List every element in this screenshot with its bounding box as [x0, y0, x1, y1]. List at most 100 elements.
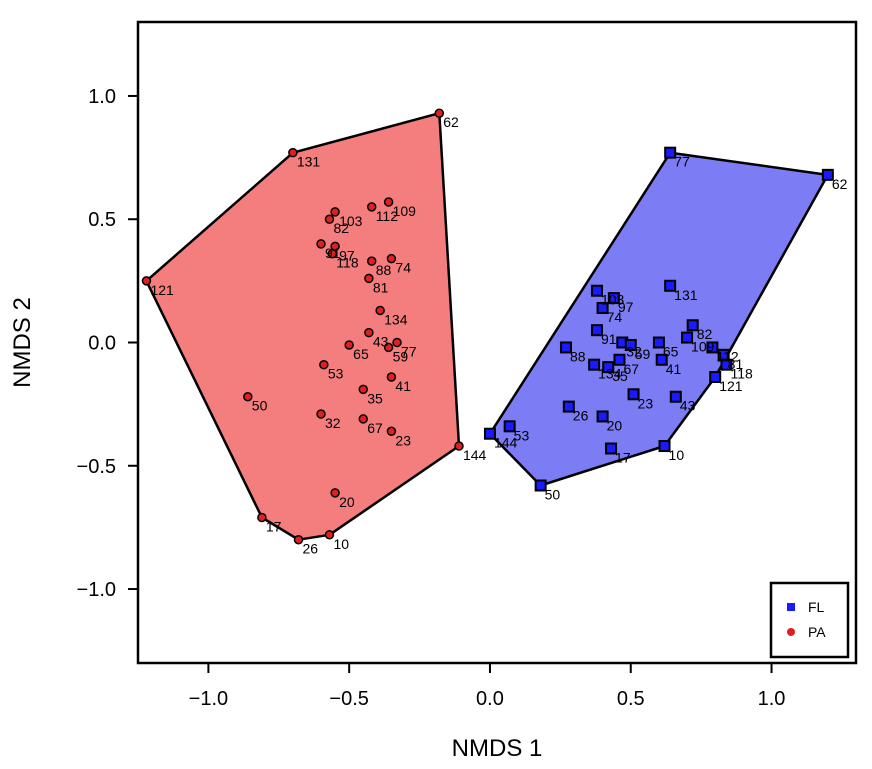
- hull-fl: [488, 151, 830, 487]
- marker-fl-65: [652, 336, 665, 349]
- marker-pa-17: [257, 512, 267, 523]
- marker-pa-131: [288, 147, 298, 158]
- point-label-pa-118: 118: [336, 255, 359, 271]
- point-label-fl-81: 81: [728, 356, 744, 372]
- legend-label-pa: PA: [808, 624, 826, 640]
- point-label-fl-112: 112: [716, 348, 739, 364]
- point-label-pa-59: 59: [393, 348, 409, 364]
- marker-pa-121: [141, 276, 152, 286]
- point-label-fl-118: 118: [730, 366, 753, 382]
- marker-pa-10: [324, 530, 335, 540]
- point-label-fl-77: 77: [674, 154, 690, 170]
- point-label-fl-82: 82: [697, 326, 713, 342]
- x-tick-label-3: 0.5: [617, 688, 645, 710]
- point-label-fl-134: 134: [598, 366, 622, 382]
- marker-fl-23: [627, 388, 640, 401]
- marker-fl-91: [590, 324, 603, 337]
- y-tick-label-4: 1.0: [88, 86, 116, 108]
- x-axis: −1.0 −0.5 0.0 0.5 1.0: [189, 663, 785, 710]
- point-label-fl-59: 59: [635, 346, 651, 362]
- point-label-fl-23: 23: [638, 395, 654, 411]
- point-label-pa-43: 43: [373, 334, 389, 350]
- point-label-pa-23: 23: [395, 432, 411, 448]
- point-label-fl-144: 144: [494, 435, 518, 451]
- legend-marker-pa: [787, 628, 795, 636]
- marker-fl-43: [669, 390, 682, 403]
- marker-pa-144: [454, 441, 464, 451]
- marker-fl-103: [590, 284, 603, 297]
- marker-fl-35: [602, 361, 615, 374]
- point-label-pa-88: 88: [376, 262, 392, 278]
- marker-fl-53: [503, 420, 516, 433]
- point-label-pa-103: 103: [339, 213, 363, 229]
- point-label-pa-20: 20: [339, 494, 355, 510]
- marker-fl-17: [605, 442, 618, 455]
- marker-fl-134: [588, 358, 601, 371]
- point-label-pa-10: 10: [333, 536, 349, 552]
- point-label-pa-112: 112: [376, 208, 399, 224]
- marker-pa-50: [243, 391, 253, 402]
- data-markers: [141, 108, 834, 545]
- point-label-fl-62: 62: [832, 176, 848, 192]
- y-tick-label-3: 0.5: [88, 209, 116, 231]
- point-label-pa-82: 82: [333, 220, 349, 236]
- legend-label-fl: FL: [808, 599, 825, 615]
- marker-pa-91: [316, 239, 326, 249]
- marker-pa-112: [366, 202, 377, 212]
- point-label-pa-17: 17: [266, 519, 282, 535]
- point-label-pa-134: 134: [384, 311, 408, 327]
- marker-fl-118: [720, 358, 733, 371]
- marker-pa-134: [375, 305, 385, 316]
- marker-pa-41: [386, 372, 397, 382]
- point-label-fl-121: 121: [719, 378, 743, 394]
- point-label-fl-97: 97: [618, 299, 634, 315]
- x-tick-label-1: −0.5: [329, 688, 368, 710]
- marker-fl-67: [613, 353, 626, 366]
- marker-pa-103: [330, 207, 340, 217]
- marker-fl-82: [686, 319, 699, 332]
- point-label-pa-41: 41: [395, 378, 411, 394]
- point-label-pa-91: 91: [325, 245, 341, 261]
- y-tick-label-1: −0.5: [77, 456, 116, 478]
- marker-pa-118: [327, 248, 338, 259]
- marker-fl-59: [624, 338, 637, 351]
- marker-pa-81: [364, 273, 374, 284]
- marker-fl-131: [664, 279, 677, 292]
- y-axis: −1.0 −0.5 0.0 0.5 1.0: [77, 86, 138, 601]
- point-label-fl-74: 74: [607, 309, 623, 325]
- point-label-pa-97: 97: [339, 247, 355, 263]
- marker-fl-50: [534, 479, 547, 492]
- marker-pa-53: [319, 359, 329, 370]
- marker-fl-88: [559, 341, 572, 354]
- x-axis-title: NMDS 1: [452, 735, 543, 762]
- marker-fl-74: [596, 301, 609, 314]
- y-tick-label-2: 0.0: [88, 333, 116, 355]
- marker-pa-65: [344, 340, 354, 350]
- marker-pa-62: [434, 108, 445, 118]
- point-label-fl-43: 43: [680, 398, 696, 414]
- legend-box: [769, 581, 850, 659]
- point-label-fl-67: 67: [623, 361, 639, 377]
- point-label-pa-81: 81: [373, 279, 389, 295]
- point-label-fl-41: 41: [666, 361, 682, 377]
- marker-fl-20: [596, 410, 609, 423]
- point-label-fl-65: 65: [663, 344, 679, 360]
- x-tick-label-2: 0.0: [476, 688, 504, 710]
- point-label-pa-35: 35: [367, 390, 383, 406]
- legend-marker-fl: [787, 603, 795, 611]
- point-label-pa-53: 53: [328, 366, 344, 382]
- marker-pa-74: [386, 253, 397, 264]
- point-label-pa-32: 32: [325, 415, 341, 431]
- point-label-pa-131: 131: [297, 154, 321, 170]
- marker-fl-41: [655, 353, 668, 366]
- marker-pa-23: [386, 426, 397, 437]
- point-label-fl-17: 17: [615, 450, 631, 466]
- y-axis-title: NMDS 2: [9, 297, 36, 388]
- marker-fl-144: [483, 427, 496, 440]
- marker-fl-109: [681, 331, 694, 344]
- point-label-pa-74: 74: [395, 260, 411, 276]
- marker-pa-82: [324, 214, 335, 224]
- point-label-pa-121: 121: [150, 282, 174, 298]
- point-label-fl-109: 109: [691, 339, 715, 355]
